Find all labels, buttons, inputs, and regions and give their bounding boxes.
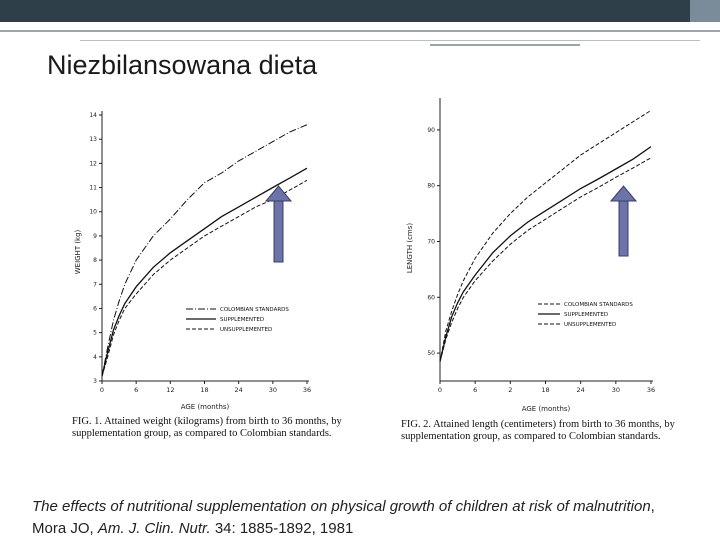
y-tick-label: 4	[93, 354, 97, 361]
up-arrow-icon	[264, 185, 293, 263]
y-tick-label: 12	[89, 160, 97, 167]
x-tick-label: 0	[438, 386, 442, 394]
series-line	[439, 157, 652, 362]
x-tick-label: 18	[200, 386, 208, 394]
y-tick-label: 6	[93, 305, 97, 312]
citation-journal: Am. J. Clin. Nutr.	[97, 520, 211, 537]
y-tick-label: 14	[89, 112, 97, 119]
y-tick-label: 8	[93, 257, 97, 264]
x-tick-label: 12	[166, 386, 174, 394]
weight-chart-ylabel: WEIGHT (kg)	[74, 229, 82, 274]
x-tick-label: 30	[269, 386, 277, 394]
x-tick-label: 6	[134, 386, 138, 394]
length-chart: LENGTH (cms) AGE (months) 0 6 2 18 24 30 36 50 6…	[406, 98, 655, 413]
weight-chart-caption: FIG. 1. Attained weight (kilograms) from…	[72, 416, 342, 439]
weight-chart-xlabel: AGE (months)	[181, 403, 230, 411]
citation-footer: The effects of nutritional supplementati…	[32, 496, 692, 540]
series-line	[439, 146, 652, 362]
y-tick-label: 80	[427, 183, 435, 190]
length-chart-ylabel: LENGTH (cms)	[406, 223, 414, 274]
y-tick-label: 9	[93, 233, 97, 240]
y-tick-label: 70	[427, 239, 435, 246]
x-tick-label: 36	[647, 386, 655, 394]
legend-label: SUPPLEMENTED	[220, 317, 264, 323]
x-tick-label: 36	[303, 386, 311, 394]
legend-label: COLOMBIAN STANDARDS	[220, 307, 289, 313]
legend-label: UNSUPPLEMENTED	[564, 322, 616, 328]
x-tick-label: 0	[100, 386, 104, 394]
legend-label: UNSUPPLEMENTED	[220, 327, 272, 333]
x-tick-label: 24	[235, 386, 243, 394]
length-chart-xlabel: AGE (months)	[522, 405, 571, 413]
legend-label: SUPPLEMENTED	[564, 312, 608, 318]
y-tick-label: 50	[427, 350, 435, 357]
x-tick-label: 6	[473, 386, 477, 394]
x-tick-label: 18	[541, 386, 549, 394]
citation-volume: 34: 1885-1892, 1981	[210, 520, 354, 537]
citation-title: The effects of nutritional supplementati…	[32, 498, 651, 515]
y-tick-label: 60	[427, 294, 435, 301]
series-line	[101, 124, 308, 377]
series-line	[439, 109, 652, 362]
length-chart-caption: FIG. 2. Attained length (centimeters) fr…	[401, 419, 675, 442]
y-tick-label: 90	[427, 127, 435, 134]
top-banner	[0, 0, 720, 22]
header-rule-thin	[80, 40, 700, 41]
series-line	[101, 167, 308, 377]
legend-label: COLOMBIAN STANDARDS	[564, 302, 633, 308]
weight-chart: WEIGHT (kg) AGE (months) 0 6 12 18 24 30 36 3 4 5…	[74, 111, 311, 411]
y-tick-label: 11	[89, 185, 97, 192]
y-tick-label: 5	[93, 330, 97, 337]
y-tick-label: 13	[89, 136, 97, 143]
top-banner-accent	[690, 0, 720, 22]
x-tick-label: 30	[612, 386, 620, 394]
citation-authors: , Mora JO,	[32, 498, 655, 537]
y-tick-label: 7	[93, 281, 97, 288]
header-rule	[0, 30, 720, 32]
series-line	[101, 179, 308, 377]
slide-title: Niezbilansowana dieta	[47, 50, 318, 80]
up-arrow-icon	[609, 185, 638, 257]
header-rule-short	[430, 44, 580, 46]
x-tick-label: 24	[577, 386, 585, 394]
y-tick-label: 3	[93, 378, 97, 385]
x-tick-label: 2	[508, 386, 512, 394]
y-tick-label: 10	[89, 209, 97, 216]
